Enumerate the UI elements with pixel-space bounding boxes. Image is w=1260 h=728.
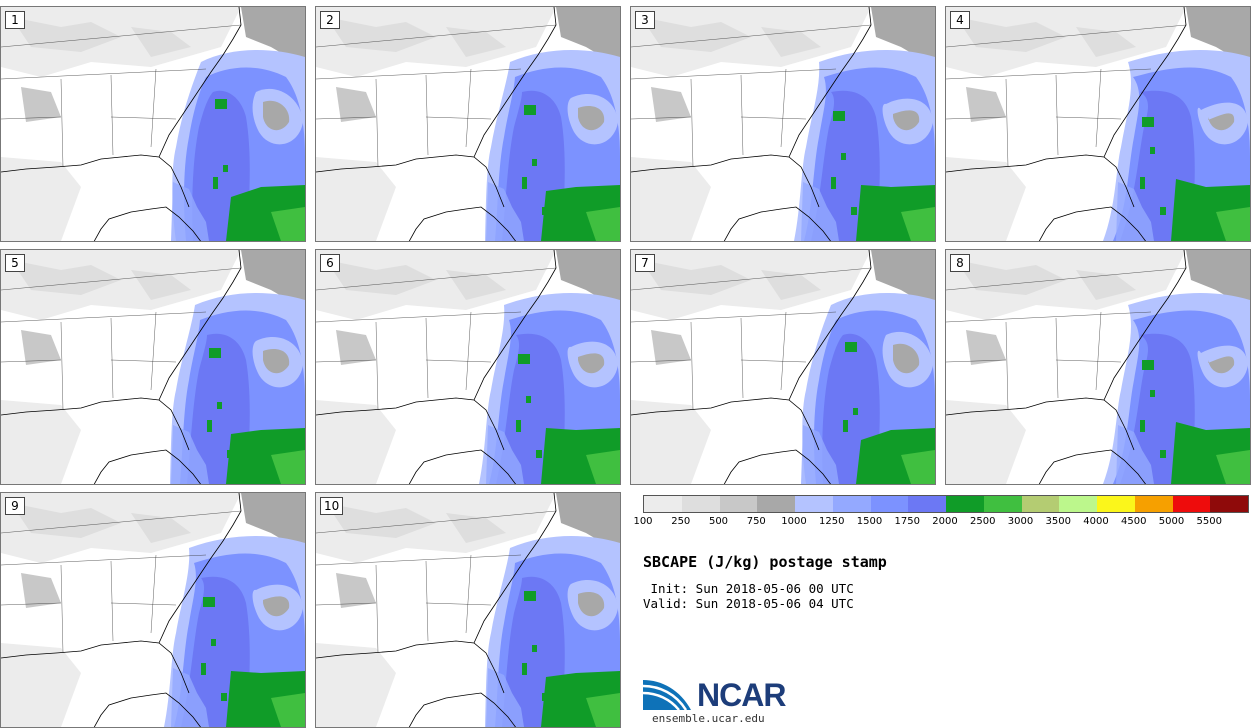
color-scale-tick-label: 2000 xyxy=(932,516,958,527)
map-panel-member-4: 4 xyxy=(945,6,1251,242)
color-scale-tick-label: 500 xyxy=(708,516,729,527)
color-scale-swatch xyxy=(832,496,871,512)
ncar-logo-text: NCAR xyxy=(697,677,786,713)
color-scale-swatch xyxy=(983,496,1022,512)
color-scale-tick-label: 1500 xyxy=(856,516,883,527)
member-number-label: 6 xyxy=(320,254,340,272)
color-scale-swatch xyxy=(1134,496,1173,512)
map-panel-member-3: 3 xyxy=(630,6,936,242)
map-panel-member-9: 9 xyxy=(0,492,306,728)
color-scale-tick-label: 4000 xyxy=(1083,516,1109,527)
map-panel-member-6: 6 xyxy=(315,249,621,485)
color-scale-swatch xyxy=(757,496,795,512)
color-scale-swatch xyxy=(1059,496,1097,512)
member-number-label: 7 xyxy=(635,254,655,272)
color-scale-swatch xyxy=(1021,496,1060,512)
color-scale-tick-label: 1750 xyxy=(894,516,920,527)
map-panel-member-7: 7 xyxy=(630,249,936,485)
member-number-label: 9 xyxy=(5,497,25,515)
color-scale-swatch xyxy=(644,496,682,512)
color-scale-tick-label: 2500 xyxy=(970,516,996,527)
color-scale-swatch xyxy=(946,496,984,512)
map-panel-member-5: 5 xyxy=(0,249,306,485)
color-scale-tick-label: 1000 xyxy=(781,516,807,527)
color-scale-swatch xyxy=(719,496,758,512)
site-url: ensemble.ucar.edu xyxy=(652,712,765,725)
map-title: SBCAPE (J/kg) postage stamp xyxy=(643,553,887,571)
color-scale-labels: 100 250 500 750 1000 1250 1500 1750 2000 2500 3000… xyxy=(633,516,1247,530)
color-scale-tick-label: 5000 xyxy=(1158,516,1185,527)
member-number-label: 5 xyxy=(5,254,25,272)
ncar-logo-icon xyxy=(642,680,691,711)
member-number-label: 1 xyxy=(5,11,25,29)
init-time: Init: Sun 2018-05-06 00 UTC xyxy=(643,581,854,596)
member-number-label: 10 xyxy=(320,497,344,515)
color-scale-tick-label: 1250 xyxy=(819,516,845,527)
color-scale-swatch xyxy=(1097,496,1135,512)
member-number-label: 8 xyxy=(950,254,970,272)
color-scale-tick-label: 100 xyxy=(633,516,653,527)
map-panel-member-1: 1 xyxy=(0,6,306,242)
color-scale-swatch xyxy=(1210,496,1248,512)
color-scale-tick-label: 3500 xyxy=(1045,516,1071,527)
color-scale-tick-label: 3000 xyxy=(1007,516,1034,527)
color-scale-swatch xyxy=(908,496,946,512)
valid-time: Valid: Sun 2018-05-06 04 UTC xyxy=(643,596,854,611)
color-scale-swatch xyxy=(681,496,720,512)
map-panel-member-8: 8 xyxy=(945,249,1251,485)
color-scale-tick-label: 5500 xyxy=(1196,516,1222,527)
color-scale-tick-label: 750 xyxy=(746,516,766,527)
map-panel-member-10: 10 xyxy=(315,492,621,728)
color-scale-tick-label: 250 xyxy=(671,516,691,527)
color-scale-swatch xyxy=(870,496,909,512)
member-number-label: 3 xyxy=(635,11,655,29)
color-scale-tick-label: 4500 xyxy=(1121,516,1147,527)
color-scale-swatch xyxy=(795,496,833,512)
color-scale-bar xyxy=(643,495,1249,513)
color-scale-swatch xyxy=(1172,496,1211,512)
member-number-label: 4 xyxy=(950,11,970,29)
member-number-label: 2 xyxy=(320,11,340,29)
map-panel-member-2: 2 xyxy=(315,6,621,242)
